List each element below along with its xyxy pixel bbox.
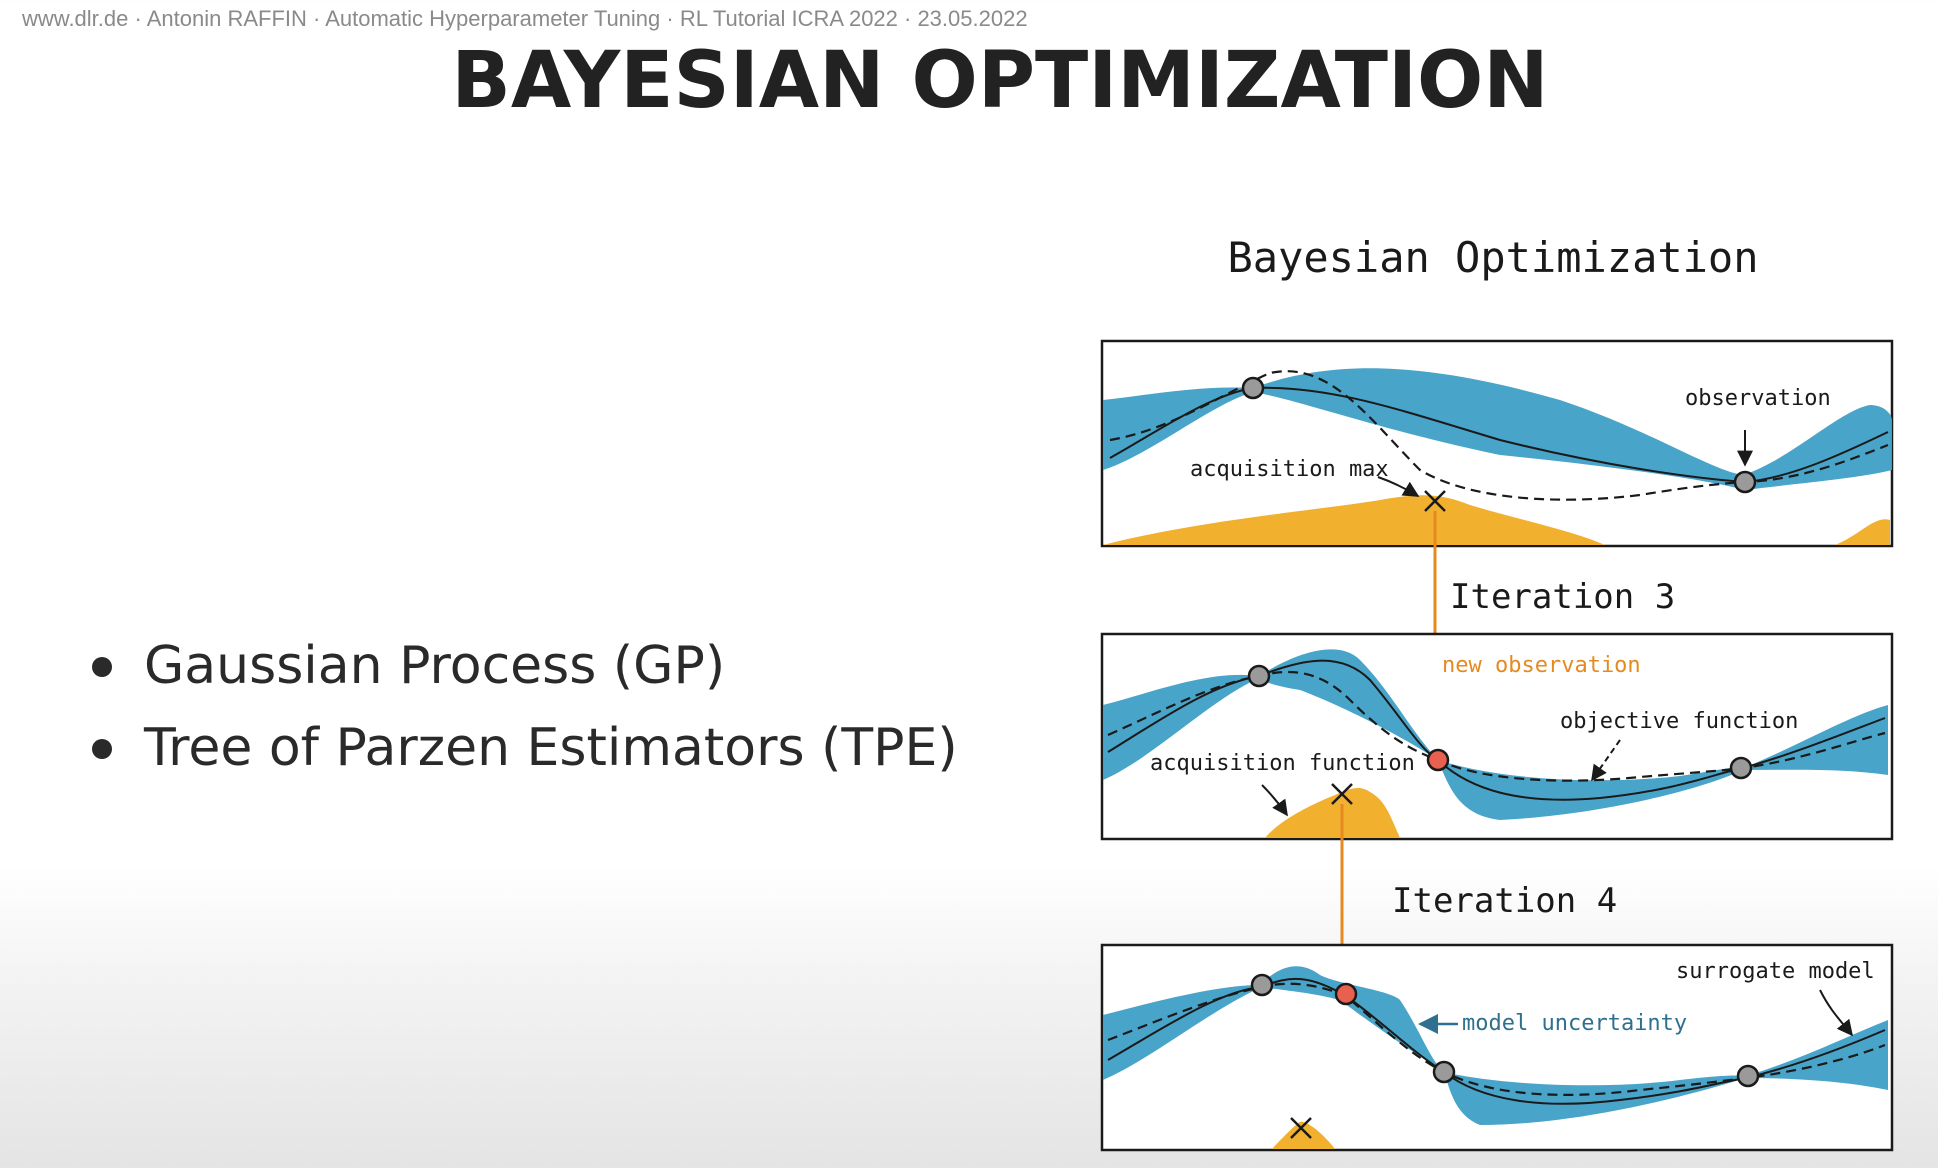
acquisition-function-area bbox=[1835, 519, 1890, 545]
iteration-3-label: Iteration 3 bbox=[1450, 577, 1675, 617]
observation-label: observation bbox=[1685, 386, 1831, 411]
bullet-dot-icon bbox=[92, 657, 112, 677]
surrogate-model-label: surrogate model bbox=[1676, 959, 1875, 984]
acquisition-function-area bbox=[1103, 495, 1605, 545]
acquisition-max-marker bbox=[1331, 783, 1353, 805]
acquisition-max-marker bbox=[1290, 1117, 1312, 1139]
model-uncertainty-label: model uncertainty bbox=[1462, 1011, 1687, 1036]
uncertainty-band bbox=[1103, 649, 1888, 820]
observation-point bbox=[1736, 1064, 1760, 1088]
surrogate-model-arrow bbox=[1819, 989, 1853, 1037]
bullet-text: Gaussian Process (GP) bbox=[144, 636, 726, 696]
acquisition-function-arrow bbox=[1261, 784, 1288, 817]
slide-title: BAYESIAN OPTIMIZATION bbox=[451, 36, 1549, 126]
bullet-text: Tree of Parzen Estimators (TPE) bbox=[144, 718, 958, 778]
iteration-4-label: Iteration 4 bbox=[1392, 881, 1617, 921]
acquisition-max-label: acquisition max bbox=[1190, 457, 1389, 482]
acquisition-max-marker bbox=[1424, 490, 1446, 512]
panel-iteration-3: new observation objective function acqui… bbox=[1100, 632, 1894, 841]
objective-function-label: objective function bbox=[1560, 709, 1798, 734]
uncertainty-band bbox=[1103, 368, 1892, 490]
observation-point bbox=[1241, 376, 1265, 400]
bayesian-optimization-diagram: Bayesian Optimization acquisition max ob… bbox=[1100, 233, 1894, 1152]
observation-point bbox=[1733, 470, 1757, 494]
figure-title: Bayesian Optimization bbox=[1227, 233, 1758, 282]
bullet-gaussian-process: Gaussian Process (GP) bbox=[88, 625, 958, 707]
acquisition-max-arrow bbox=[1377, 476, 1420, 497]
acquisition-function-area bbox=[1265, 788, 1400, 838]
observation-point bbox=[1432, 1060, 1456, 1084]
new-observation-point bbox=[1334, 982, 1358, 1006]
bullet-list: Gaussian Process (GP) Tree of Parzen Est… bbox=[88, 625, 958, 789]
observation-point bbox=[1247, 664, 1271, 688]
bullet-tpe: Tree of Parzen Estimators (TPE) bbox=[88, 707, 958, 789]
panel-iteration-2: acquisition max observation bbox=[1100, 339, 1894, 548]
observation-point bbox=[1729, 756, 1753, 780]
bullet-dot-icon bbox=[92, 739, 112, 759]
slide-header: www.dlr.de · Antonin RAFFIN · Automatic … bbox=[22, 6, 1028, 31]
new-observation-point bbox=[1426, 748, 1450, 772]
acquisition-function-area bbox=[1272, 1121, 1335, 1149]
new-observation-label: new observation bbox=[1442, 653, 1641, 678]
observation-point bbox=[1250, 973, 1274, 997]
panel-iteration-4: surrogate model model uncertainty bbox=[1100, 943, 1894, 1152]
objective-function-arrow bbox=[1591, 739, 1621, 782]
acquisition-function-label: acquisition function bbox=[1150, 751, 1415, 776]
